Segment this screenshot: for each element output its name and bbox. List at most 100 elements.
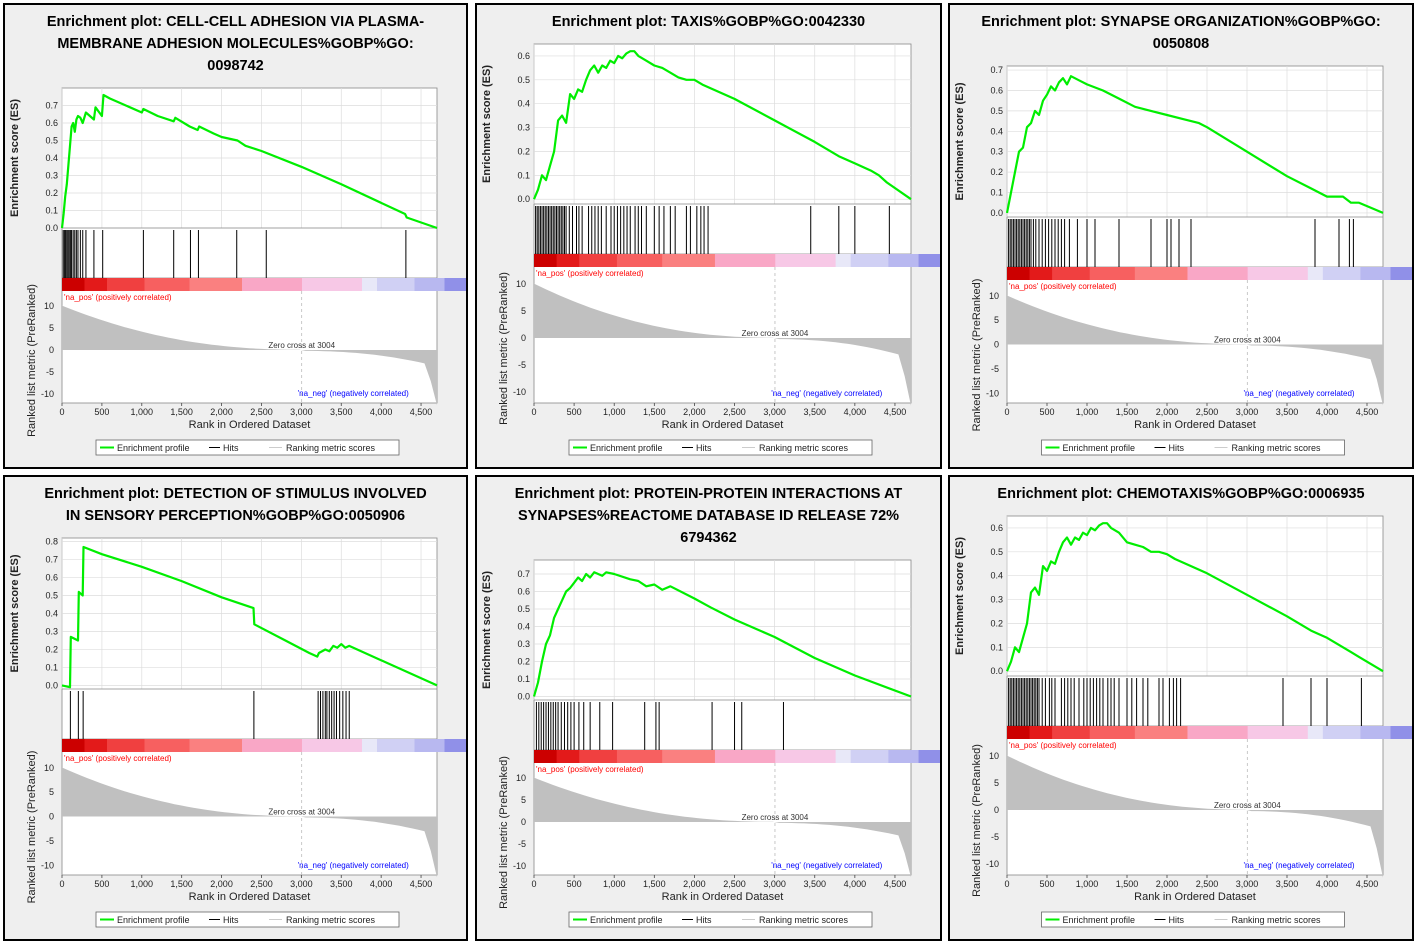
heatmap-segment (377, 739, 415, 752)
legend: Enrichment profile Hits Ranking metric sco… (95, 911, 400, 928)
x-axis-label: Rank in Ordered Dataset (662, 891, 784, 903)
zero-cross-label: Zero cross at 3004 (268, 341, 335, 350)
metric-tick-label: 0 (994, 340, 999, 350)
heatmap-segment (888, 750, 920, 763)
x-tick-label: 1,000 (603, 407, 626, 417)
metric-axis-label: Ranked list metric (PreRanked) (26, 284, 38, 437)
heatmap-segment (189, 278, 243, 291)
x-tick-label: 4,000 (1316, 879, 1339, 889)
x-tick-label: 0 (59, 407, 64, 417)
x-tick-label: 2,500 (1196, 879, 1219, 889)
heatmap-segment (107, 278, 145, 291)
metric-tick-label: -10 (513, 861, 526, 871)
x-tick-label: 2,000 (210, 879, 233, 889)
heatmap-segment (189, 739, 243, 752)
metric-tick-label: 0 (521, 333, 526, 343)
metric-tick-label: -10 (986, 859, 999, 869)
legend-metric-label: Ranking metric scores (286, 443, 376, 453)
heatmap-segment (84, 278, 108, 291)
es-tick-label: 0.6 (45, 118, 58, 128)
metric-axis-label: Ranked list metric (PreRanked) (498, 756, 510, 909)
heatmap-segment (1390, 726, 1412, 739)
heatmap-segment (579, 750, 618, 763)
enrichment-plot: Enrichment plot: PROTEIN-PROTEIN INTERAC… (481, 486, 940, 928)
es-tick-label: 0.7 (45, 101, 58, 111)
chart-title-line: SYNAPSES%REACTOME DATABASE ID RELEASE 72… (518, 508, 899, 524)
x-tick-label: 500 (94, 407, 109, 417)
legend-profile-label: Enrichment profile (590, 915, 663, 925)
heatmap-segment (1322, 726, 1361, 739)
x-tick-label: 2,500 (723, 879, 746, 889)
enrichment-panel-synapse-organization: Enrichment plot: SYNAPSE ORGANIZATION%GO… (948, 3, 1414, 469)
x-tick-label: 4,000 (844, 407, 867, 417)
x-tick-label: 2,500 (250, 407, 273, 417)
es-tick-label: 0.4 (990, 126, 1003, 136)
metric-tick-label: 5 (49, 323, 54, 333)
enrichment-panel-cell-adhesion: Enrichment plot: CELL-CELL ADHESION VIA … (3, 3, 468, 469)
legend-hits-label: Hits (696, 915, 712, 925)
es-axis-label: Enrichment score (ES) (9, 554, 21, 672)
x-axis-label: Rank in Ordered Dataset (189, 891, 311, 903)
x-tick-label: 0 (531, 879, 536, 889)
heatmap-segment (1307, 267, 1324, 280)
es-axis-label: Enrichment score (ES) (481, 65, 493, 183)
heatmap-segment (362, 278, 378, 291)
negative-label: 'na_neg' (negatively correlated) (771, 389, 882, 398)
es-tick-label: 0.6 (517, 51, 530, 61)
heatmap-segment (1029, 726, 1053, 739)
x-tick-label: 4,500 (410, 879, 433, 889)
x-tick-label: 1,500 (643, 879, 666, 889)
heatmap-segment (414, 739, 445, 752)
heatmap-segment (1029, 267, 1053, 280)
metric-tick-label: -5 (46, 367, 54, 377)
negative-label: 'na_neg' (negatively correlated) (1243, 389, 1354, 398)
chart-title-line: Enrichment plot: SYNAPSE ORGANIZATION%GO… (981, 14, 1380, 30)
metric-tick-label: 10 (989, 291, 999, 301)
metric-tick-label: -5 (518, 360, 526, 370)
legend: Enrichment profile Hits Ranking metric sco… (568, 911, 873, 928)
es-tick-label: 0.1 (990, 188, 1003, 198)
negative-label: 'na_neg' (negatively correlated) (771, 861, 882, 870)
legend-metric-label: Ranking metric scores (759, 443, 849, 453)
es-tick-label: 0.2 (990, 167, 1003, 177)
heatmap-segment (362, 739, 378, 752)
enrichment-plot: Enrichment plot: CELL-CELL ADHESION VIA … (9, 14, 466, 456)
plot-area (61, 537, 438, 876)
x-tick-label: 3,500 (1276, 879, 1299, 889)
x-tick-label: 4,000 (844, 879, 867, 889)
x-tick-label: 3,500 (1276, 407, 1299, 417)
es-tick-label: 0.8 (45, 537, 58, 547)
es-tick-label: 0.2 (45, 188, 58, 198)
heatmap-segment (556, 254, 580, 267)
x-axis-label: Rank in Ordered Dataset (189, 419, 311, 431)
chart-title-line: Enrichment plot: PROTEIN-PROTEIN INTERAC… (515, 486, 903, 502)
es-tick-label: 0.7 (990, 65, 1003, 75)
legend-metric-label: Ranking metric scores (1232, 915, 1322, 925)
x-tick-label: 0 (531, 407, 536, 417)
positive-label: 'na_pos' (positively correlated) (64, 293, 172, 302)
heatmap-segment (1390, 267, 1412, 280)
es-tick-label: 0.5 (990, 106, 1003, 116)
x-tick-label: 1,500 (643, 407, 666, 417)
enrichment-profile-line (1005, 75, 1384, 214)
metric-tick-label: -5 (46, 836, 54, 846)
x-tick-label: 1,500 (170, 407, 193, 417)
x-tick-label: 3,500 (330, 407, 353, 417)
es-tick-label: 0.3 (990, 595, 1003, 605)
metric-tick-label: -10 (41, 860, 54, 870)
heatmap-segment (1360, 267, 1392, 280)
legend-box (95, 911, 400, 928)
x-tick-label: 500 (567, 407, 582, 417)
x-tick-label: 3,000 (290, 879, 313, 889)
x-tick-label: 2,500 (723, 407, 746, 417)
x-tick-label: 500 (1039, 879, 1054, 889)
metric-axis-label: Ranked list metric (PreRanked) (26, 751, 38, 904)
negative-label: 'na_neg' (negatively correlated) (1243, 861, 1354, 870)
legend-metric-label: Ranking metric scores (1232, 443, 1322, 453)
legend-profile-label: Enrichment profile (590, 443, 663, 453)
x-tick-label: 2,000 (683, 879, 706, 889)
metric-tick-label: 5 (521, 795, 526, 805)
es-tick-label: 0.6 (517, 587, 530, 597)
heatmap-segment (616, 254, 663, 267)
x-tick-label: 1,000 (131, 407, 154, 417)
